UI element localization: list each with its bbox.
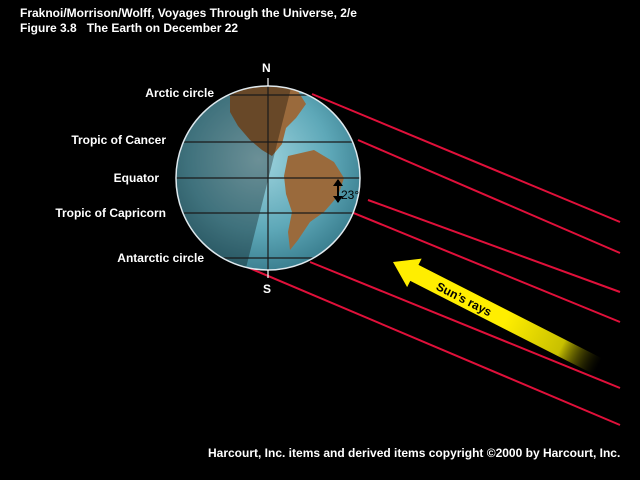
south-america-landmass [284, 150, 344, 250]
suns-rays-arrow: Sun’s rays [393, 258, 603, 375]
night-side-shade [176, 86, 298, 270]
sun-ray-line [311, 93, 621, 223]
figure-caption: Figure 3.8 The Earth on December 22 [20, 21, 238, 35]
earth-globe [175, 85, 361, 271]
antarctic-circle-label: Antarctic circle [117, 251, 204, 265]
arctic-circle-label: Arctic circle [145, 86, 214, 100]
sun-ray-line [367, 199, 621, 293]
tilt-arrow-down-icon [333, 196, 343, 203]
source-credit: Fraknoi/Morrison/Wolff, Voyages Through … [20, 6, 357, 20]
sun-ray-line [309, 261, 621, 389]
tropic-capricorn-label: Tropic of Capricorn [55, 206, 166, 220]
copyright-footer: Harcourt, Inc. items and derived items c… [208, 446, 621, 460]
suns-rays-arrow-icon [393, 258, 603, 375]
figure-number: Figure 3.8 [20, 21, 77, 35]
tilt-angle-label: 23° [341, 188, 359, 202]
figure-title: The Earth on December 22 [86, 21, 239, 35]
tilt-arrow-up-icon [333, 179, 343, 186]
sun-ray-line [227, 258, 621, 426]
tropic-cancer-label: Tropic of Cancer [71, 133, 166, 147]
north-pole-label: N [262, 61, 271, 75]
sun-ray-line [357, 139, 621, 254]
south-pole-label: S [263, 282, 271, 296]
equator-label: Equator [114, 171, 160, 185]
tilt-angle-indicator [333, 179, 343, 203]
